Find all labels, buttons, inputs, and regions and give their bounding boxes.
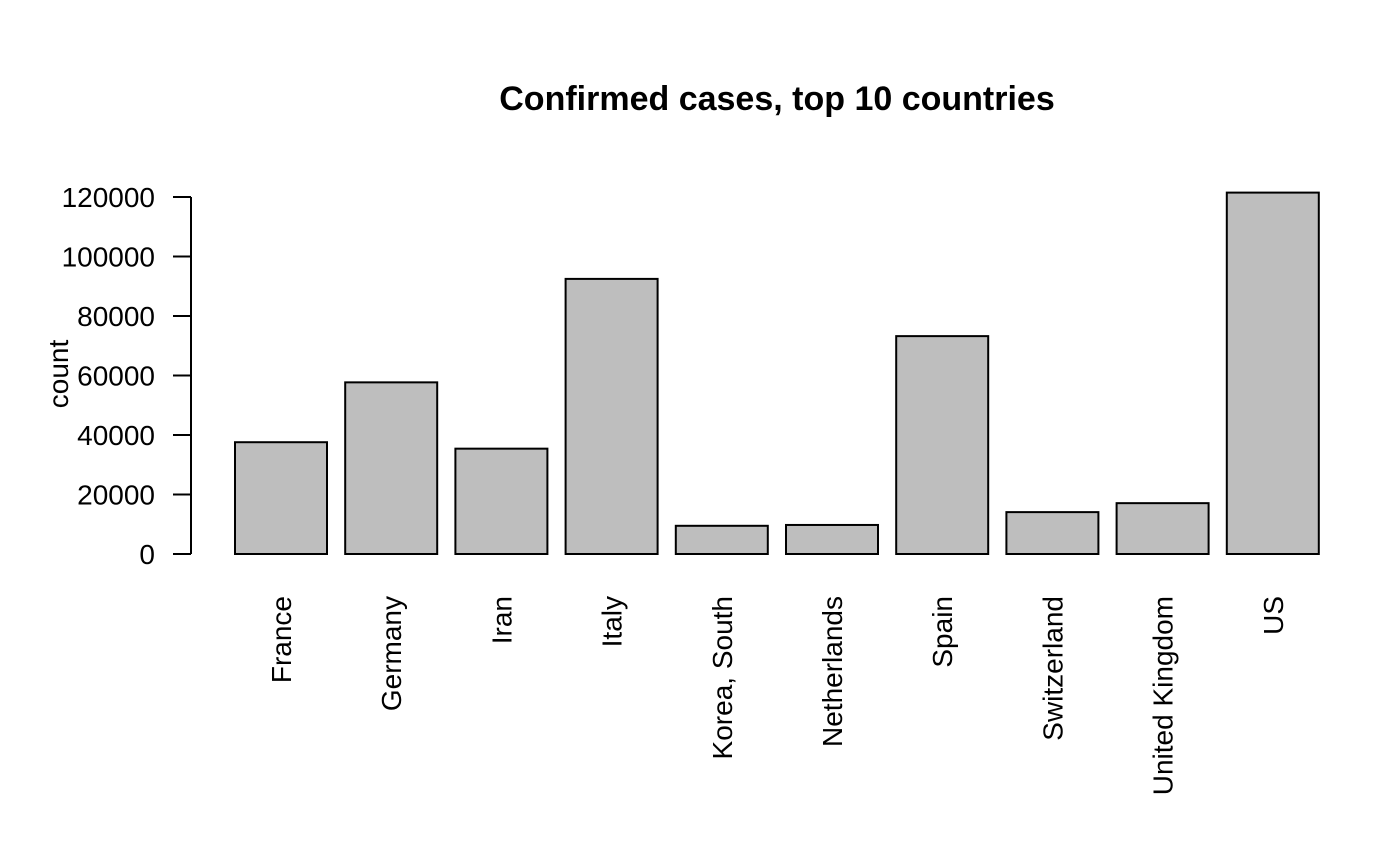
bar-france — [234, 441, 328, 556]
x-category-label: United Kingdom — [1148, 596, 1179, 795]
y-tick-label: 80000 — [77, 301, 155, 332]
bar-united-kingdom — [1115, 502, 1210, 555]
category-labels: France Germany Iran Italy Korea, South Nether… — [266, 596, 1289, 795]
y-axis: 0 20000 40000 60000 80000 100000 120000 — [62, 182, 192, 570]
bar-germany — [344, 381, 439, 555]
y-tick-label: 100000 — [62, 242, 155, 273]
x-category-label: US — [1258, 596, 1289, 635]
bar-korea-south — [674, 524, 769, 556]
x-category-label: Iran — [486, 596, 517, 644]
x-category-label: France — [266, 596, 297, 683]
bar-iran — [454, 447, 549, 555]
bar-spain — [895, 335, 990, 556]
y-tick-label: 20000 — [77, 480, 155, 511]
y-tick-label: 0 — [139, 539, 155, 570]
bars — [234, 191, 1320, 556]
y-tick-label: 40000 — [77, 420, 155, 451]
x-category-label: Netherlands — [817, 596, 848, 747]
x-category-label: Spain — [927, 596, 958, 668]
y-tick-label: 60000 — [77, 361, 155, 392]
x-category-label: Germany — [376, 596, 407, 711]
y-tick-label: 120000 — [62, 182, 155, 213]
bar-italy — [564, 277, 659, 555]
y-axis-label: count — [43, 340, 74, 409]
x-category-label: Korea, South — [707, 596, 738, 759]
chart-title: Confirmed cases, top 10 countries — [499, 80, 1055, 118]
bar-netherlands — [785, 523, 879, 556]
x-category-label: Switzerland — [1037, 596, 1068, 741]
x-category-label: Italy — [597, 596, 628, 647]
bar-us — [1225, 191, 1320, 556]
bar-switzerland — [1005, 511, 1100, 555]
